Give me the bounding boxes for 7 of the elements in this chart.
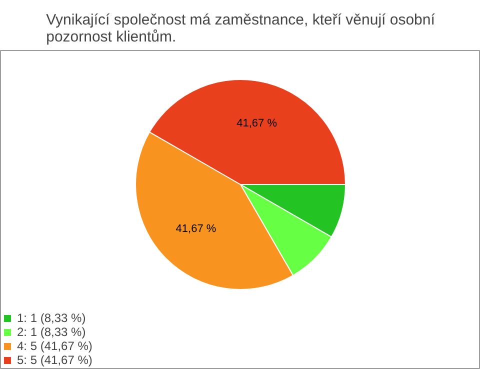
legend-label: 1: 1 (8,33 %): [17, 311, 86, 325]
legend-label: 5: 5 (41,67 %): [17, 353, 92, 367]
chart-title: Vynikající společnost má zaměstnance, kteří věnují osobní pozornost klientům.: [46, 12, 436, 46]
data-label: 41,67 %: [236, 118, 278, 130]
data-label: 41,67 %: [176, 223, 216, 236]
legend-label: 2: 1 (8,33 %): [17, 325, 86, 339]
legend-label: 4: 5 (41,67 %): [17, 339, 92, 353]
